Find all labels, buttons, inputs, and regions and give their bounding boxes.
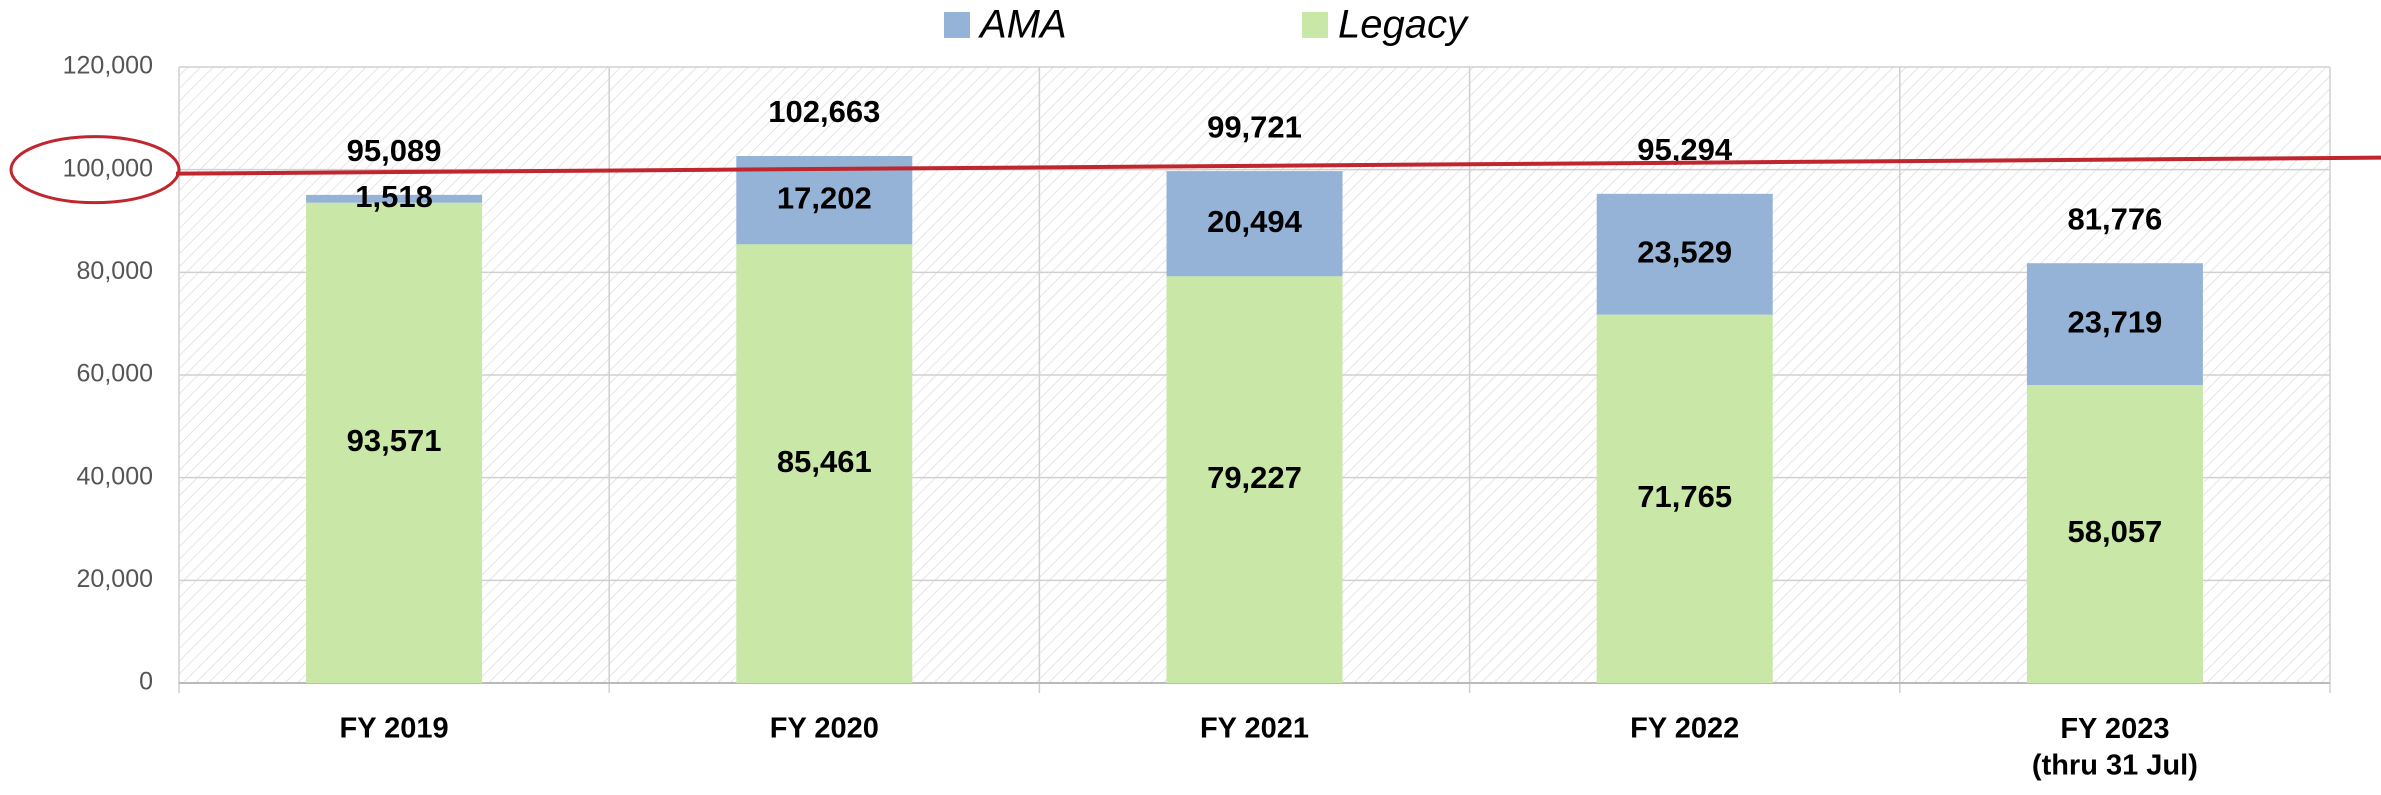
y-tick-label: 20,000: [77, 565, 153, 593]
bar-segment: [1596, 314, 1773, 683]
data-label: 93,571: [347, 423, 442, 458]
data-label: 17,202: [777, 180, 872, 215]
total-label: 81,776: [2067, 201, 2162, 236]
bar-segment: [736, 244, 913, 683]
data-label: 23,719: [2067, 304, 2162, 339]
y-tick-label: 80,000: [77, 257, 153, 285]
bar-segment: [1596, 193, 1773, 315]
data-label: 71,765: [1637, 479, 1732, 514]
y-tick-label: 100,000: [63, 154, 153, 182]
data-label: 79,227: [1207, 460, 1302, 495]
y-tick-label: 120,000: [63, 52, 153, 80]
y-tick-label: 40,000: [77, 462, 153, 490]
x-tick-label: FY 2021: [1200, 713, 1309, 745]
bar-segment: [2026, 263, 2203, 385]
legend-swatch: [1302, 12, 1328, 38]
legend-label: AMA: [978, 3, 1067, 47]
bar-segment: [1166, 171, 1343, 277]
data-label: 1,518: [355, 179, 433, 214]
bar-segment: [1166, 276, 1343, 683]
legend-swatch: [944, 12, 970, 38]
bar-segment: [306, 202, 483, 683]
x-tick-label: FY 2020: [770, 713, 879, 745]
data-label: 23,529: [1637, 234, 1732, 269]
total-label: 99,721: [1207, 109, 1302, 144]
legend-label: Legacy: [1338, 3, 1470, 47]
data-label: 58,057: [2067, 514, 2162, 549]
x-tick-label: FY 2019: [340, 713, 449, 745]
y-tick-label: 60,000: [77, 360, 153, 388]
total-label: 102,663: [768, 94, 880, 129]
x-tick-label: FY 2022: [1630, 713, 1739, 745]
y-tick-label: 0: [139, 668, 153, 696]
x-tick-label: FY 2023 (thru 31 Jul): [2032, 713, 2198, 781]
bar-segment: [2026, 384, 2203, 683]
bar-segment: [306, 194, 483, 203]
data-label: 20,494: [1207, 204, 1303, 239]
tick-highlight: [9, 135, 181, 205]
data-label: 85,461: [777, 444, 872, 479]
reference-line: [175, 155, 2381, 176]
total-label: 95,089: [347, 133, 442, 168]
